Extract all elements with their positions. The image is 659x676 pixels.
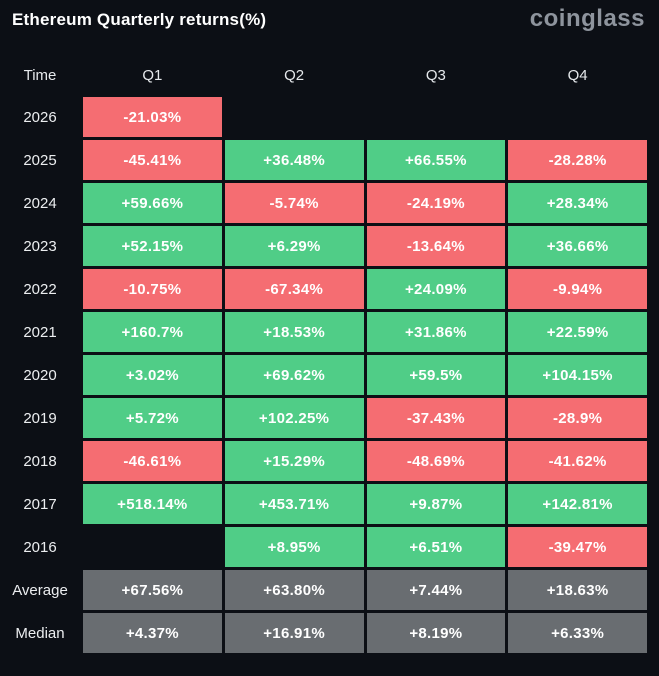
cell-average-q1: +67.56% [83,570,222,610]
cell-2019-q2: +102.25% [224,398,364,438]
cell-2025-q4: -28.28% [508,140,647,180]
cell-2016-q2: +8.95% [224,527,364,567]
cell-average-q2: +63.80% [224,570,364,610]
row-label-2016: 2016 [23,538,57,556]
cell-2025-q2: +36.48% [224,140,364,180]
cell-2019-q3: -37.43% [366,398,506,438]
cell-2020-q1: +3.02% [83,355,222,395]
cell-2024-q2: -5.74% [224,183,364,223]
cell-2019-q1: +5.72% [83,398,222,438]
cell-2021-q3: +31.86% [366,312,506,352]
cell-2026-q1: -21.03% [83,97,222,137]
cell-2018-q1: -46.61% [83,441,222,481]
cell-2017-q4: +142.81% [508,484,647,524]
cell-2026-q3 [367,97,506,137]
returns-table: 2026 -21.03% 2025 -45.41% +36.48% +66.55% -28.… [0,97,647,653]
coinglass-logo: coinglass [529,5,645,32]
cell-2017-q1: +518.14% [83,484,222,524]
cell-2016-q4: -39.47% [508,527,647,567]
cell-2022-q1: -10.75% [83,269,222,309]
cell-median-q2: +16.91% [224,613,364,653]
cell-2023-q3: -13.64% [366,226,506,266]
row-label-2017: 2017 [23,495,57,513]
cell-2020-q4: +104.15% [508,355,647,395]
cell-2020-q3: +59.5% [366,355,506,395]
page-title: Ethereum Quarterly returns(%) [12,10,267,29]
cell-median-q1: +4.37% [83,613,222,653]
row-label-2024: 2024 [23,194,57,212]
row-label-median: Median [15,624,65,642]
cell-2018-q2: +15.29% [224,441,364,481]
cell-2018-q3: -48.69% [366,441,506,481]
row-label-2022: 2022 [23,280,57,298]
cell-2026-q4 [508,97,647,137]
cell-2023-q2: +6.29% [224,226,364,266]
cell-average-q4: +18.63% [508,570,647,610]
cell-2025-q1: -45.41% [83,140,222,180]
row-label-average: Average [12,581,68,599]
column-header-q4: Q4 [567,66,588,84]
cell-2021-q2: +18.53% [224,312,364,352]
row-label-2018: 2018 [23,452,57,470]
cell-2023-q4: +36.66% [508,226,647,266]
cell-2026-q2 [225,97,364,137]
cell-2016-q3: +6.51% [366,527,506,567]
cell-median-q3: +8.19% [366,613,506,653]
cell-2021-q1: +160.7% [83,312,222,352]
cell-2024-q4: +28.34% [508,183,647,223]
column-header-time: Time [23,66,57,84]
cell-2021-q4: +22.59% [508,312,647,352]
row-label-2023: 2023 [23,237,57,255]
row-label-2026: 2026 [23,108,57,126]
row-label-2021: 2021 [23,323,57,341]
topbar: Ethereum Quarterly returns(%) coinglass [0,0,659,50]
cell-2024-q3: -24.19% [366,183,506,223]
row-label-2020: 2020 [23,366,57,384]
row-label-2025: 2025 [23,151,57,169]
cell-2022-q2: -67.34% [224,269,364,309]
column-header-q1: Q1 [142,66,163,84]
column-header-q2: Q2 [284,66,305,84]
cell-2022-q4: -9.94% [508,269,647,309]
cell-2025-q3: +66.55% [366,140,506,180]
column-header-q3: Q3 [425,66,446,84]
cell-2019-q4: -28.9% [508,398,647,438]
cell-average-q3: +7.44% [366,570,506,610]
cell-2017-q3: +9.87% [366,484,506,524]
cell-2022-q3: +24.09% [366,269,506,309]
cell-2018-q4: -41.62% [508,441,647,481]
cell-2020-q2: +69.62% [224,355,364,395]
row-label-2019: 2019 [23,409,57,427]
cell-2023-q1: +52.15% [83,226,222,266]
cell-2024-q1: +59.66% [83,183,222,223]
cell-median-q4: +6.33% [508,613,647,653]
table-header-row: Time Q1 Q2 Q3 Q4 [0,66,647,84]
cell-2016-q1 [83,527,222,567]
cell-2017-q2: +453.71% [224,484,364,524]
